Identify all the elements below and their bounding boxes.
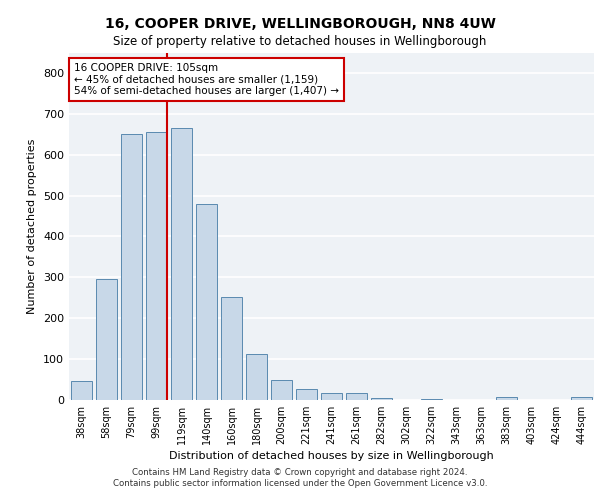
Text: Size of property relative to detached houses in Wellingborough: Size of property relative to detached ho… [113,35,487,48]
Bar [121,134,142,400]
Bar [246,354,267,400]
X-axis label: Distribution of detached houses by size in Wellingborough: Distribution of detached houses by size … [169,451,494,461]
Bar [171,128,192,400]
Bar [146,132,167,400]
Bar [271,380,292,400]
Bar [196,204,217,400]
Bar [571,396,592,400]
Bar [221,297,242,400]
Bar [96,280,117,400]
Bar [371,398,392,400]
Bar [496,396,517,400]
Bar [71,381,92,400]
Text: 16 COOPER DRIVE: 105sqm
← 45% of detached houses are smaller (1,159)
54% of semi: 16 COOPER DRIVE: 105sqm ← 45% of detache… [74,63,339,96]
Text: 16, COOPER DRIVE, WELLINGBOROUGH, NN8 4UW: 16, COOPER DRIVE, WELLINGBOROUGH, NN8 4U… [104,18,496,32]
Text: Contains HM Land Registry data © Crown copyright and database right 2024.
Contai: Contains HM Land Registry data © Crown c… [113,468,487,487]
Y-axis label: Number of detached properties: Number of detached properties [28,138,37,314]
Bar [296,388,317,400]
Bar [346,393,367,400]
Bar [421,399,442,400]
Bar [321,393,342,400]
